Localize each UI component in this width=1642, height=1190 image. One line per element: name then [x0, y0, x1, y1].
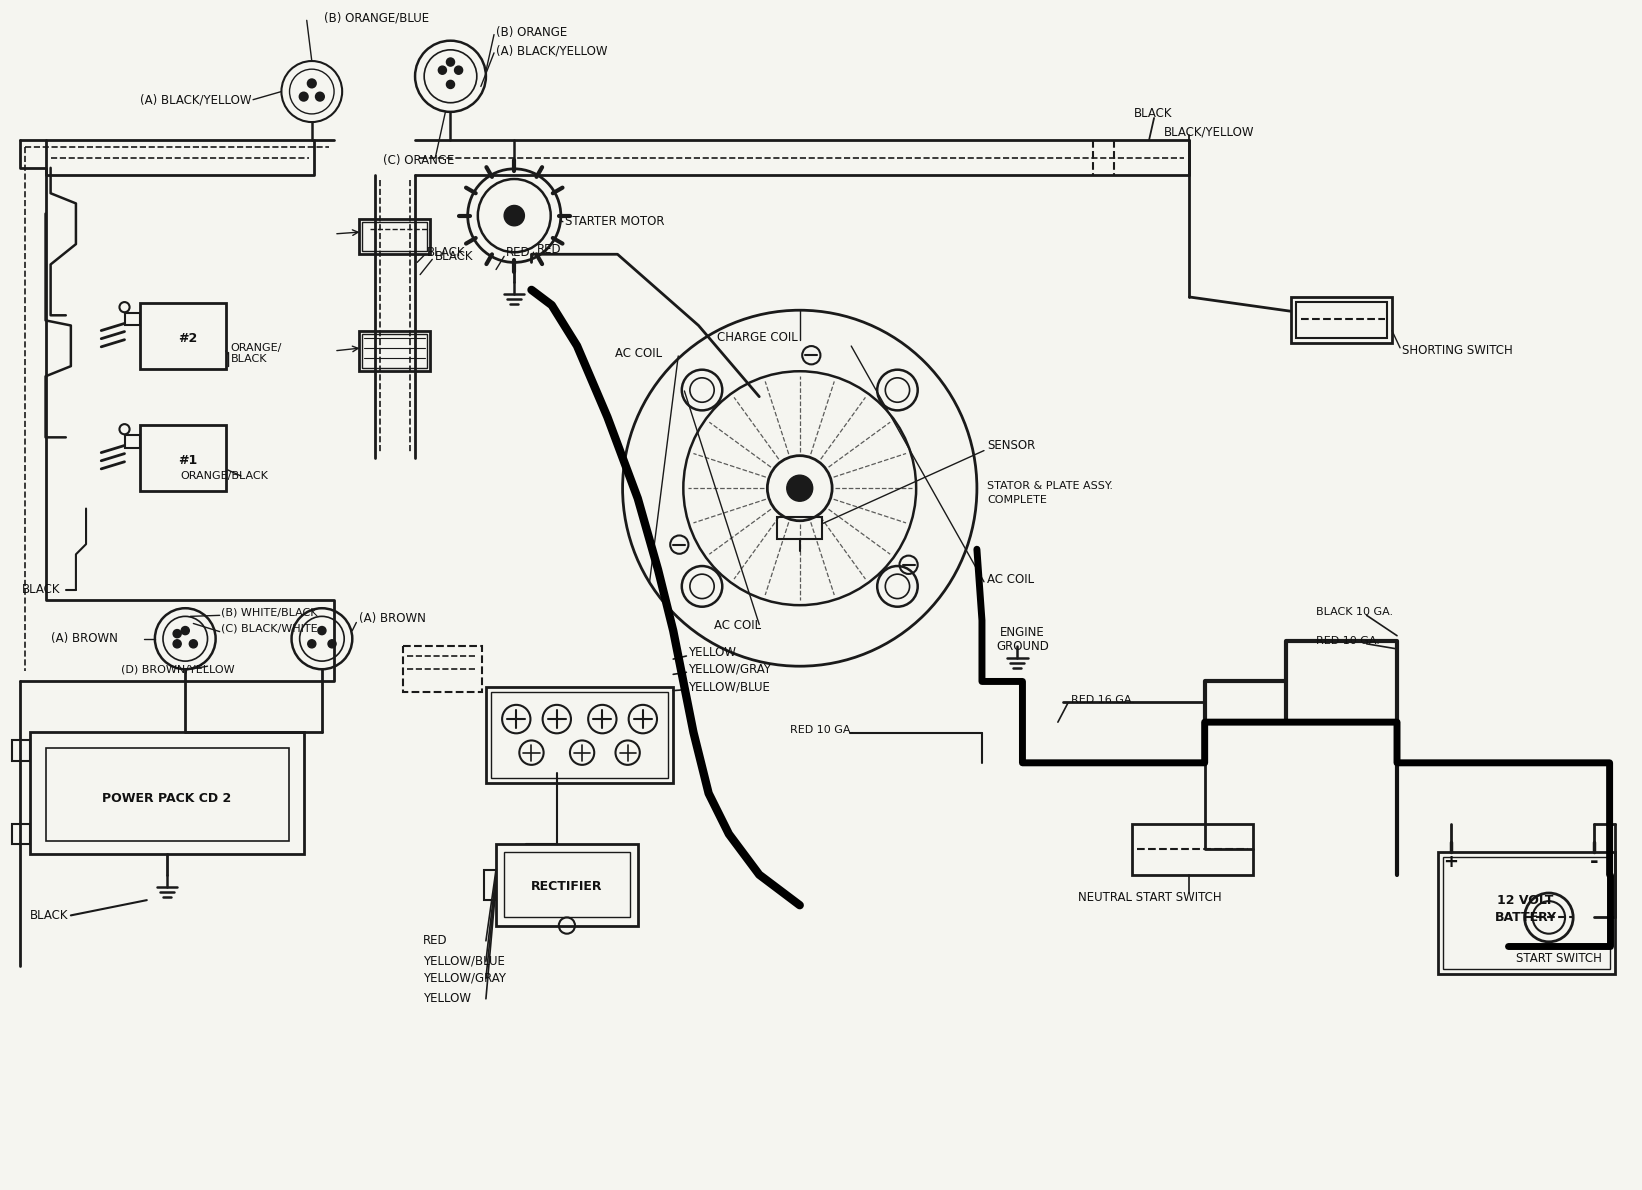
Text: RECTIFIER: RECTIFIER	[530, 881, 603, 894]
Bar	[486, 687, 673, 783]
Text: BLACK: BLACK	[1135, 107, 1172, 120]
Text: (B) ORANGE/BLUE: (B) ORANGE/BLUE	[323, 12, 429, 25]
Text: SHORTING SWITCH: SHORTING SWITCH	[1402, 344, 1512, 357]
Circle shape	[315, 93, 323, 101]
Text: #2: #2	[177, 332, 197, 345]
Bar	[1296, 302, 1387, 338]
Text: STARTER MOTOR: STARTER MOTOR	[565, 215, 665, 228]
Text: YELLOW/GRAY: YELLOW/GRAY	[688, 663, 772, 676]
Text: 12 VOLT: 12 VOLT	[1498, 894, 1553, 907]
Text: ENGINE: ENGINE	[1000, 626, 1044, 639]
Text: COMPLETE: COMPLETE	[987, 495, 1048, 506]
Text: YELLOW: YELLOW	[424, 992, 471, 1006]
Text: GROUND: GROUND	[997, 640, 1049, 653]
Text: BLACK: BLACK	[23, 583, 61, 596]
Text: #1: #1	[177, 455, 197, 468]
Circle shape	[172, 630, 181, 638]
Text: YELLOW/BLUE: YELLOW/BLUE	[688, 679, 770, 693]
Text: ORANGE/BLACK: ORANGE/BLACK	[181, 471, 268, 481]
Bar	[11, 823, 30, 844]
Bar	[1131, 823, 1253, 875]
Text: (A) BROWN: (A) BROWN	[360, 612, 427, 625]
Bar	[46, 747, 289, 841]
Bar	[777, 516, 823, 539]
Bar	[496, 844, 637, 926]
Text: BLACK 10 GA.: BLACK 10 GA.	[1315, 607, 1392, 618]
Bar	[1443, 858, 1609, 970]
Text: RED 16 GA.: RED 16 GA.	[1071, 695, 1135, 704]
Text: BATTERY: BATTERY	[1494, 910, 1557, 923]
Bar	[140, 425, 225, 491]
Circle shape	[438, 67, 447, 74]
Bar	[363, 333, 427, 368]
Bar	[491, 691, 668, 778]
Circle shape	[172, 640, 181, 647]
Circle shape	[181, 626, 189, 634]
Text: RED: RED	[537, 243, 562, 256]
Text: SENSOR: SENSOR	[987, 439, 1034, 452]
Text: (B) ORANGE: (B) ORANGE	[496, 26, 566, 39]
Text: YELLOW/BLUE: YELLOW/BLUE	[424, 954, 506, 967]
Circle shape	[328, 640, 337, 647]
Text: NEUTRAL START SWITCH: NEUTRAL START SWITCH	[1079, 890, 1222, 903]
Circle shape	[455, 67, 463, 74]
Text: (A) BROWN: (A) BROWN	[51, 632, 118, 645]
Bar	[125, 436, 140, 447]
Bar	[504, 852, 629, 917]
Circle shape	[307, 640, 315, 647]
Text: (A) BLACK/YELLOW: (A) BLACK/YELLOW	[496, 44, 608, 57]
Text: POWER PACK CD 2: POWER PACK CD 2	[102, 791, 232, 804]
Text: BLACK: BLACK	[427, 246, 466, 258]
Text: BLACK: BLACK	[232, 355, 268, 364]
Text: RED 10 GA.: RED 10 GA.	[1315, 635, 1379, 646]
Text: BLACK: BLACK	[435, 250, 475, 263]
Circle shape	[447, 58, 455, 67]
Circle shape	[189, 640, 197, 647]
Text: YELLOW: YELLOW	[688, 646, 736, 659]
Circle shape	[299, 93, 307, 101]
Circle shape	[787, 475, 813, 501]
Text: -: -	[1589, 852, 1599, 872]
Text: (B) WHITE/BLACK: (B) WHITE/BLACK	[220, 607, 317, 618]
Text: RED: RED	[424, 934, 448, 947]
Bar	[1291, 298, 1392, 343]
Text: +: +	[1443, 853, 1458, 871]
Circle shape	[504, 206, 524, 226]
Text: RED: RED	[506, 246, 530, 258]
Text: (A) BLACK/YELLOW: (A) BLACK/YELLOW	[140, 93, 251, 106]
Circle shape	[447, 81, 455, 88]
Text: (D) BROWN/YELLOW: (D) BROWN/YELLOW	[122, 664, 235, 675]
Bar	[140, 303, 225, 369]
Text: AC COIL: AC COIL	[714, 619, 760, 632]
Text: YELLOW/GRAY: YELLOW/GRAY	[424, 972, 506, 985]
Text: CHARGE COIL: CHARGE COIL	[716, 331, 798, 344]
Text: STATOR & PLATE ASSY.: STATOR & PLATE ASSY.	[987, 481, 1113, 491]
Bar	[11, 740, 30, 760]
Circle shape	[319, 626, 327, 634]
Text: ORANGE/: ORANGE/	[232, 343, 282, 353]
Text: START SWITCH: START SWITCH	[1517, 952, 1603, 965]
Text: BLACK/YELLOW: BLACK/YELLOW	[1164, 126, 1254, 139]
Bar	[363, 221, 427, 251]
Bar	[360, 331, 430, 371]
Text: AC COIL: AC COIL	[616, 347, 663, 361]
Text: AC COIL: AC COIL	[987, 574, 1034, 587]
Bar	[125, 313, 140, 326]
Bar	[484, 870, 496, 900]
Bar	[402, 646, 481, 691]
Bar	[30, 732, 304, 854]
Circle shape	[307, 80, 315, 88]
Text: (C) BLACK/WHITE: (C) BLACK/WHITE	[220, 624, 317, 633]
Text: RED 10 GA.: RED 10 GA.	[790, 725, 854, 735]
Text: (C) ORANGE: (C) ORANGE	[383, 155, 455, 168]
Bar	[1437, 852, 1614, 975]
Bar	[360, 219, 430, 255]
Text: BLACK: BLACK	[30, 909, 69, 922]
